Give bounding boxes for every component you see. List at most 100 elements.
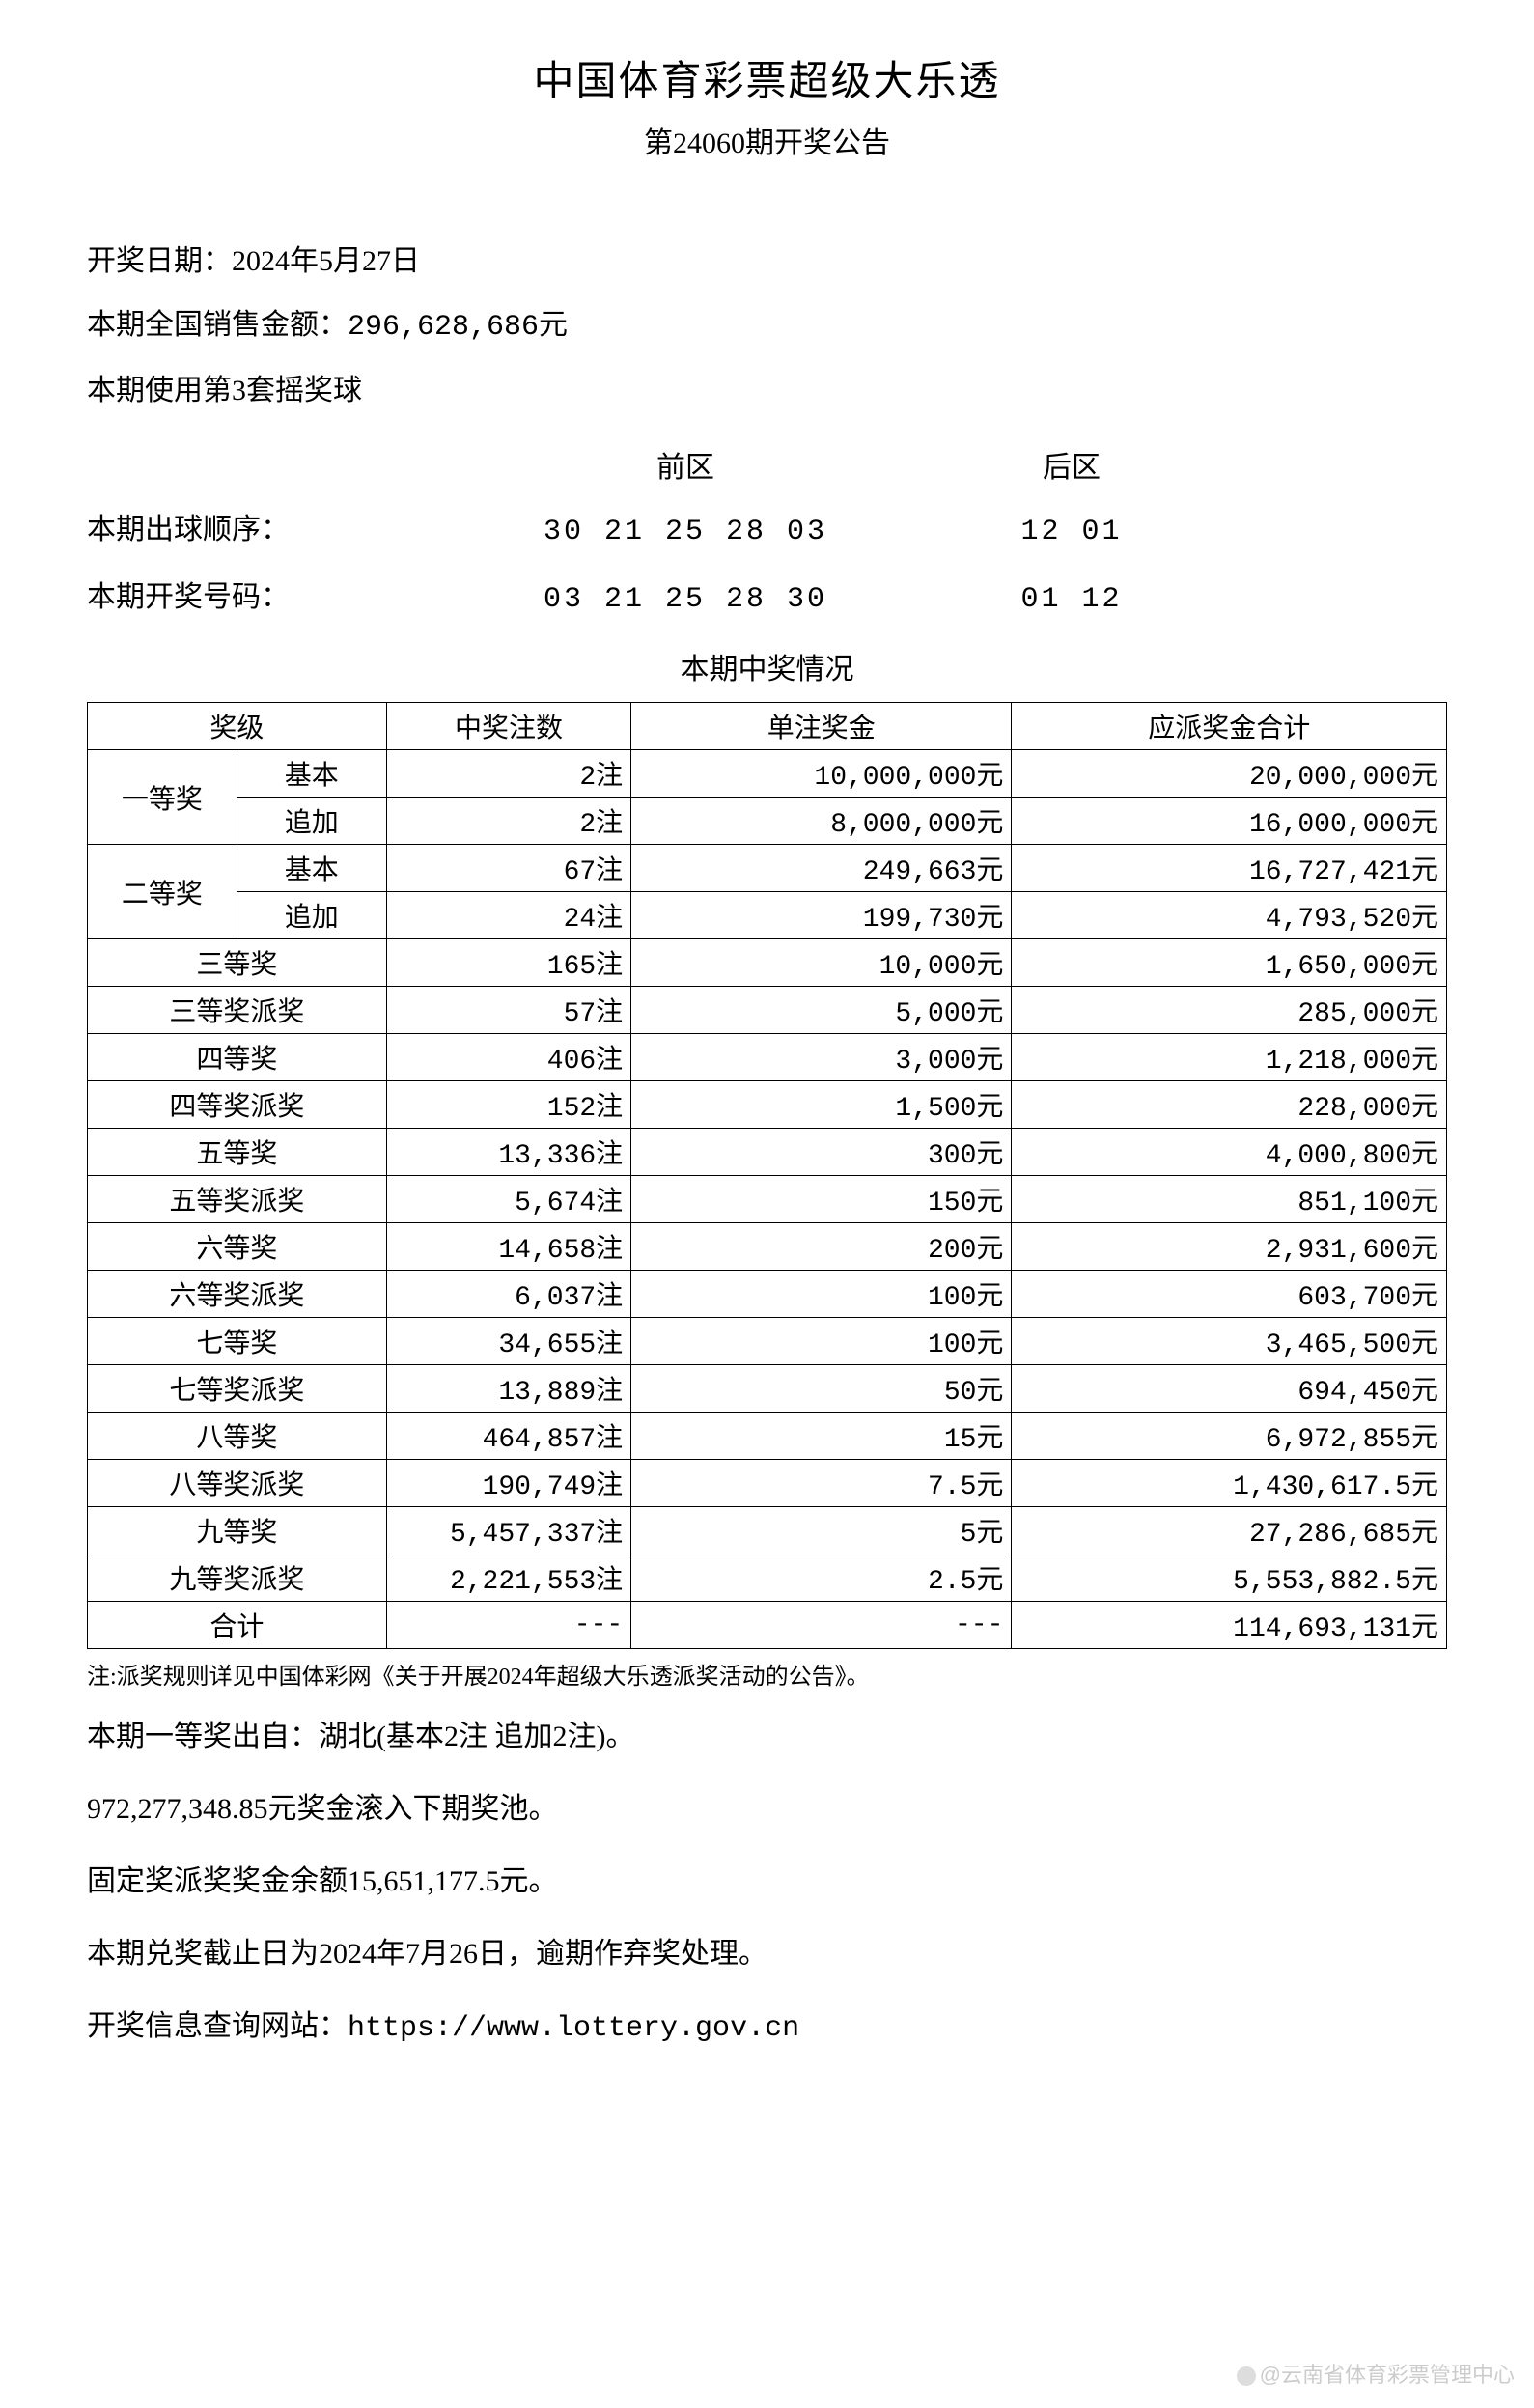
table-row: 三等奖派奖57注5,000元285,000元 xyxy=(88,987,1447,1034)
prize-single: 100元 xyxy=(631,1271,1012,1318)
header-tier: 奖级 xyxy=(88,703,387,750)
table-total-row: 合计 --- --- 114,693,131元 xyxy=(88,1602,1447,1649)
sales-amount: 296,628,686元 xyxy=(348,311,568,344)
table-row: 六等奖14,658注200元2,931,600元 xyxy=(88,1223,1447,1271)
table-row: 追加 24注 199,730元 4,793,520元 xyxy=(88,892,1447,939)
draw-date-line: 开奖日期：2024年5月27日 xyxy=(87,238,1447,285)
footer-url: https://www.lottery.gov.cn xyxy=(348,2012,799,2045)
prize-count: 406注 xyxy=(386,1034,630,1081)
tier-name: 七等奖 xyxy=(88,1318,387,1365)
prize-total: 851,100元 xyxy=(1012,1176,1447,1223)
table-row: 七等奖派奖13,889注50元694,450元 xyxy=(88,1365,1447,1413)
winning-back: 01 12 xyxy=(917,583,1226,616)
sales-line: 本期全国销售金额：296,628,686元 xyxy=(87,302,1447,350)
table-row: 七等奖34,655注100元3,465,500元 xyxy=(88,1318,1447,1365)
tier-subtype: 基本 xyxy=(237,750,386,798)
prize-total: 16,000,000元 xyxy=(1012,798,1447,845)
table-row: 四等奖406注3,000元1,218,000元 xyxy=(88,1034,1447,1081)
prize-single: 300元 xyxy=(631,1129,1012,1176)
numbers-section: 前区 后区 本期出球顺序： 30 21 25 28 03 12 01 本期开奖号… xyxy=(87,443,1447,616)
prize-count: 5,457,337注 xyxy=(386,1507,630,1554)
draw-order-back: 12 01 xyxy=(917,516,1226,548)
prize-single: 7.5元 xyxy=(631,1460,1012,1507)
watermark-text: @云南省体育彩票管理中心 xyxy=(1260,2363,1515,2387)
prize-total: 1,218,000元 xyxy=(1012,1034,1447,1081)
prize-total: 694,450元 xyxy=(1012,1365,1447,1413)
prize-single: 2.5元 xyxy=(631,1554,1012,1602)
prize-total: 5,553,882.5元 xyxy=(1012,1554,1447,1602)
table-row: 四等奖派奖152注1,500元228,000元 xyxy=(88,1081,1447,1129)
prize-single: 1,500元 xyxy=(631,1081,1012,1129)
table-row: 追加 2注 8,000,000元 16,000,000元 xyxy=(88,798,1447,845)
tier-name: 七等奖派奖 xyxy=(88,1365,387,1413)
total-dash: --- xyxy=(386,1602,630,1649)
watermark-logo-icon xyxy=(1237,2366,1256,2386)
prize-count: 34,655注 xyxy=(386,1318,630,1365)
prize-total: 4,000,800元 xyxy=(1012,1129,1447,1176)
winning-front: 03 21 25 28 30 xyxy=(454,583,917,616)
prize-total: 285,000元 xyxy=(1012,987,1447,1034)
table-row: 六等奖派奖6,037注100元603,700元 xyxy=(88,1271,1447,1318)
prize-total: 16,727,421元 xyxy=(1012,845,1447,892)
prize-count: 14,658注 xyxy=(386,1223,630,1271)
back-area-header: 后区 xyxy=(917,443,1226,486)
prize-total: 27,286,685元 xyxy=(1012,1507,1447,1554)
tier-name: 二等奖 xyxy=(88,845,237,939)
table-row: 八等奖464,857注15元6,972,855元 xyxy=(88,1413,1447,1460)
tier-name: 三等奖派奖 xyxy=(88,987,387,1034)
tier-name: 一等奖 xyxy=(88,750,237,845)
prize-count: 13,336注 xyxy=(386,1129,630,1176)
tier-name: 四等奖 xyxy=(88,1034,387,1081)
prize-count: 2,221,553注 xyxy=(386,1554,630,1602)
tier-name: 四等奖派奖 xyxy=(88,1081,387,1129)
prize-total: 3,465,500元 xyxy=(1012,1318,1447,1365)
prize-count: 464,857注 xyxy=(386,1413,630,1460)
total-dash: --- xyxy=(631,1602,1012,1649)
prize-total: 6,972,855元 xyxy=(1012,1413,1447,1460)
prize-table: 奖级 中奖注数 单注奖金 应派奖金合计 一等奖 基本 2注 10,000,000… xyxy=(87,702,1447,1649)
prize-single: 5元 xyxy=(631,1507,1012,1554)
prize-count: 5,674注 xyxy=(386,1176,630,1223)
page-title: 中国体育彩票超级大乐透 xyxy=(87,48,1447,107)
tier-name: 五等奖派奖 xyxy=(88,1176,387,1223)
header-total: 应派奖金合计 xyxy=(1012,703,1447,750)
prize-total: 1,650,000元 xyxy=(1012,939,1447,987)
prize-single: 100元 xyxy=(631,1318,1012,1365)
tier-name: 八等奖派奖 xyxy=(88,1460,387,1507)
table-row: 一等奖 基本 2注 10,000,000元 20,000,000元 xyxy=(88,750,1447,798)
prize-single: 199,730元 xyxy=(631,892,1012,939)
tier-name: 六等奖派奖 xyxy=(88,1271,387,1318)
prize-count: 165注 xyxy=(386,939,630,987)
prize-single: 150元 xyxy=(631,1176,1012,1223)
prize-count: 6,037注 xyxy=(386,1271,630,1318)
draw-order-label: 本期出球顺序： xyxy=(87,505,454,547)
footer-line-1: 本期一等奖出自：湖北(基本2注 追加2注)。 xyxy=(87,1715,1447,1758)
grand-total: 114,693,131元 xyxy=(1012,1602,1447,1649)
table-row: 九等奖派奖2,221,553注2.5元5,553,882.5元 xyxy=(88,1554,1447,1602)
tier-name: 九等奖派奖 xyxy=(88,1554,387,1602)
table-row: 八等奖派奖190,749注7.5元1,430,617.5元 xyxy=(88,1460,1447,1507)
footer-line-4: 本期兑奖截止日为2024年7月26日，逾期作弃奖处理。 xyxy=(87,1932,1447,1975)
ball-set-line: 本期使用第3套摇奖球 xyxy=(87,368,1447,414)
table-row: 三等奖165注10,000元1,650,000元 xyxy=(88,939,1447,987)
tier-name: 五等奖 xyxy=(88,1129,387,1176)
watermark: @云南省体育彩票管理中心 xyxy=(1237,2358,1515,2389)
sales-label: 本期全国销售金额： xyxy=(87,309,348,341)
prize-count: 13,889注 xyxy=(386,1365,630,1413)
prize-single: 5,000元 xyxy=(631,987,1012,1034)
footer-line-2: 972,277,348.85元奖金滚入下期奖池。 xyxy=(87,1787,1447,1831)
note-text: 注:派奖规则详见中国体彩网《关于开展2024年超级大乐透派奖活动的公告》。 xyxy=(87,1657,1447,1691)
prize-single: 10,000元 xyxy=(631,939,1012,987)
prize-count: 190,749注 xyxy=(386,1460,630,1507)
front-area-header: 前区 xyxy=(454,443,917,486)
tier-subtype: 追加 xyxy=(237,892,386,939)
winning-numbers-label: 本期开奖号码： xyxy=(87,573,454,615)
table-row: 九等奖5,457,337注5元27,286,685元 xyxy=(88,1507,1447,1554)
prize-single: 10,000,000元 xyxy=(631,750,1012,798)
footer-line-3: 固定奖派奖奖金余额15,651,177.5元。 xyxy=(87,1860,1447,1903)
prize-single: 200元 xyxy=(631,1223,1012,1271)
prize-count: 57注 xyxy=(386,987,630,1034)
prize-total: 228,000元 xyxy=(1012,1081,1447,1129)
prize-section-title: 本期中奖情况 xyxy=(87,645,1447,687)
table-row: 二等奖 基本 67注 249,663元 16,727,421元 xyxy=(88,845,1447,892)
